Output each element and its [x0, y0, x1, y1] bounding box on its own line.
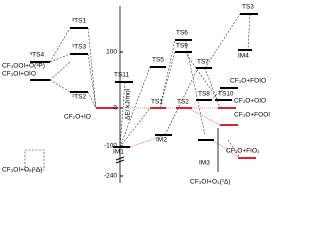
axis: 100 0 -100 -240 ΔE/ kJ/mol [104, 6, 132, 183]
node-label: IM1 [113, 149, 124, 156]
node-label: IM4 [238, 53, 249, 60]
node-label: ³TS1 [72, 18, 86, 25]
node-label: TS3 [242, 4, 254, 11]
axis-label: ΔE/ kJ/mol [125, 88, 132, 120]
node-label: TS6 [176, 30, 188, 37]
node-label: IM3 [199, 160, 210, 167]
node-label: IM2 [156, 137, 167, 144]
node-label: TS2 [177, 99, 189, 106]
node-label: TS5 [152, 57, 164, 64]
node-label: TS9 [176, 43, 188, 50]
node-label: CF₃O+OIO [234, 98, 266, 105]
node-label: TS11 [114, 72, 129, 79]
tick-label: -100 [104, 143, 117, 150]
node-label: TS7 [197, 59, 209, 66]
levels [30, 13, 258, 172]
node-label: CF₃OI+O₂(¹Δ) [2, 167, 42, 174]
node-label: ¹TS2 [72, 94, 86, 101]
node-label: TS1 [151, 99, 163, 106]
node-label: CF₃O+FOOI [234, 112, 270, 119]
tick-label: 100 [106, 49, 117, 56]
tick-label: -240 [104, 173, 117, 180]
node-label: CF₃OOI+O(³P) [2, 63, 45, 70]
node-label: CF₃O+FOIO [230, 78, 266, 85]
node-label: CF₃OI+OIO [2, 71, 36, 78]
node-label: CF₃O+FIO₂ [226, 148, 260, 155]
labels: ³TS1 ¹TS3 ³TS4 ¹TS2 CF₃OOI+O(³P) CF₃OI+O… [2, 4, 270, 186]
tick-label: 0 [113, 105, 117, 112]
node-label: TS8 [198, 91, 210, 98]
connectors [24, 13, 251, 171]
node-label: CF₃OI+O₃(¹Δ) [190, 179, 231, 186]
node-label: TS10 [218, 91, 234, 98]
node-label: ³TS4 [30, 52, 44, 59]
node-label: ¹TS3 [72, 44, 86, 51]
energy-diagram: 100 0 -100 -240 ΔE/ kJ/mol ³TS1 ¹TS3 ³TS… [2, 4, 270, 186]
node-label: CF₂O+IO [64, 114, 91, 121]
